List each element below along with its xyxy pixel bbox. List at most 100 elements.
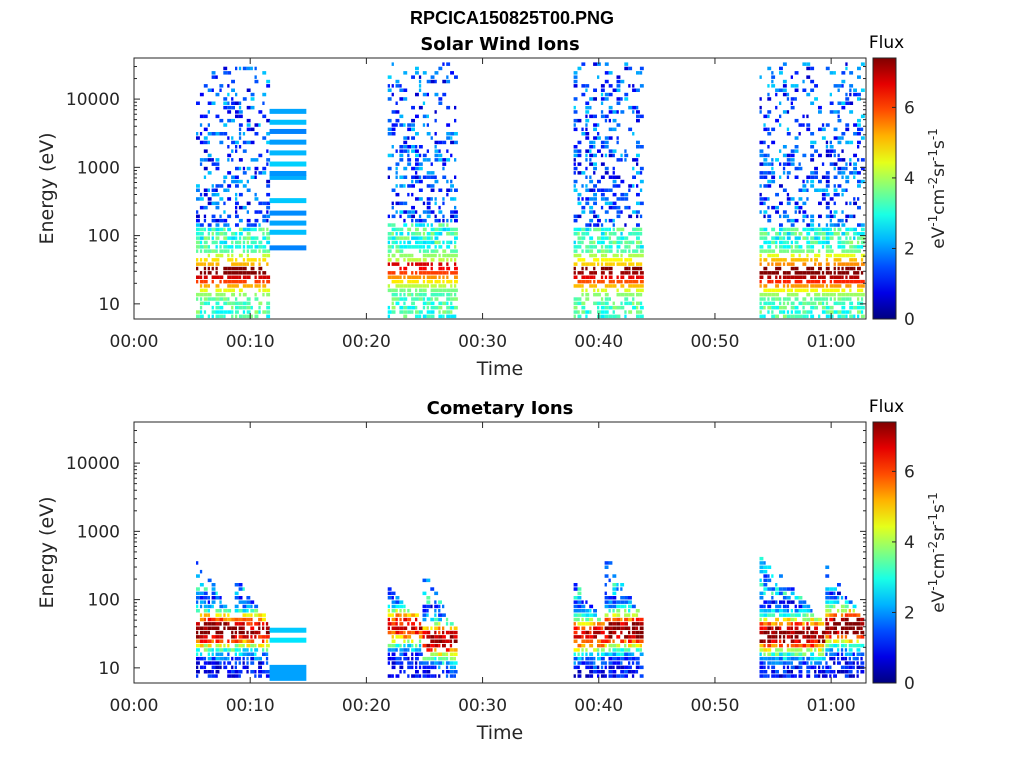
heatmap-cell (841, 314, 846, 319)
heatmap-cell (219, 132, 224, 136)
heatmap-cell (771, 179, 776, 184)
heatmap-cell (790, 253, 795, 258)
heatmap-cell (763, 127, 768, 132)
heatmap-cell (199, 310, 203, 314)
heatmap-cell (593, 665, 597, 670)
heatmap-cell (782, 162, 787, 166)
heatmap-cell (848, 600, 853, 604)
heatmap-cell (231, 258, 234, 262)
heatmap-cell (422, 245, 426, 249)
heatmap-cell (600, 245, 604, 249)
heatmap-cell (199, 643, 204, 648)
heatmap-cell (196, 240, 200, 245)
heatmap-cell (810, 656, 815, 661)
heatmap-cell (802, 227, 807, 232)
heatmap-cell (258, 310, 261, 314)
heatmap-cell (215, 622, 220, 626)
heatmap-cell (434, 626, 439, 630)
heatmap-cell (840, 635, 844, 639)
heatmap-cell (215, 305, 220, 310)
heatmap-cell (794, 145, 799, 149)
heatmap-cell (608, 630, 613, 635)
heatmap-cell (837, 253, 842, 258)
heatmap-cell (833, 674, 837, 678)
heatmap-cell (779, 223, 783, 227)
heatmap-cell (585, 201, 590, 206)
heatmap-cell (759, 175, 764, 179)
heatmap-cell (636, 145, 640, 149)
heatmap-cell (771, 643, 776, 648)
heatmap-cell (442, 227, 447, 232)
heatmap-cell (767, 171, 772, 175)
heatmap-cell (430, 314, 435, 319)
heatmap-cell (254, 609, 259, 613)
heatmap-cell (763, 288, 768, 293)
heatmap-cell (203, 188, 208, 192)
heatmap-cell (794, 639, 799, 643)
heatmap-cell (391, 604, 396, 609)
heatmap-cell (254, 79, 259, 84)
heatmap-cell (246, 218, 251, 223)
heatmap-cell (426, 284, 429, 288)
heatmap-cell (624, 92, 629, 97)
heatmap-cell (849, 71, 854, 75)
heatmap-cell (639, 279, 644, 284)
heatmap-cell (798, 197, 803, 201)
heatmap-cell (833, 136, 838, 140)
heatmap-cell (426, 249, 429, 253)
heatmap-cell (600, 670, 605, 674)
heatmap-cell (403, 604, 406, 609)
heatmap-cell (446, 240, 451, 245)
heatmap-cell (825, 123, 830, 127)
heatmap-cell (238, 266, 243, 271)
heatmap-cell (798, 604, 803, 609)
heatmap-cell (426, 656, 431, 661)
heatmap-cell (786, 262, 791, 266)
heatmap-cell (790, 635, 793, 639)
heatmap-cell (199, 656, 204, 661)
heatmap-cell (203, 249, 208, 253)
heatmap-cell (391, 310, 396, 314)
heatmap-cell (810, 648, 813, 652)
heatmap-cell (454, 297, 458, 301)
heatmap-cell (223, 66, 228, 71)
heatmap-cell (612, 661, 617, 665)
heatmap-cell (794, 218, 799, 223)
heatmap-cell (215, 218, 220, 223)
heatmap-cell (767, 245, 772, 249)
heatmap-cell (786, 670, 791, 674)
heatmap-cell (577, 232, 580, 236)
heatmap-cell (790, 652, 795, 656)
heatmap-cell (219, 279, 222, 284)
heatmap-cell (387, 175, 390, 179)
heatmap-cell (763, 561, 766, 565)
heatmap-cell (573, 240, 576, 245)
heatmap-cell (841, 297, 846, 301)
heatmap-cell (837, 284, 842, 288)
heatmap-cell (219, 596, 222, 600)
heatmap-cell (608, 149, 613, 153)
heatmap-cell (199, 591, 204, 596)
heatmap-cell (802, 314, 807, 319)
heatmap-cell (857, 223, 861, 227)
heatmap-cell (628, 310, 633, 314)
heatmap-cell (430, 253, 435, 258)
heatmap-cell (639, 284, 644, 288)
heatmap-cell (585, 266, 588, 271)
heatmap-cell (227, 258, 232, 262)
heatmap-cell (841, 105, 846, 110)
heatmap-cell (434, 656, 437, 661)
heatmap-cell (266, 205, 271, 210)
heatmap-cell (207, 301, 210, 306)
heatmap-cell (624, 622, 628, 626)
heatmap-cell (856, 665, 861, 670)
heatmap-cell (616, 292, 621, 297)
panel-solar-wind-ions: 00:00 00:10 00:20 00:30 00:40 00:50 01:00Time1… (36, 33, 949, 380)
heatmap-cell (449, 661, 454, 665)
heatmap-cell (860, 136, 865, 140)
heatmap-cell (454, 188, 458, 192)
heatmap-cell (207, 648, 212, 652)
heatmap-cell (853, 253, 856, 258)
heatmap-cell (814, 171, 818, 175)
heatmap-cell (227, 253, 230, 258)
